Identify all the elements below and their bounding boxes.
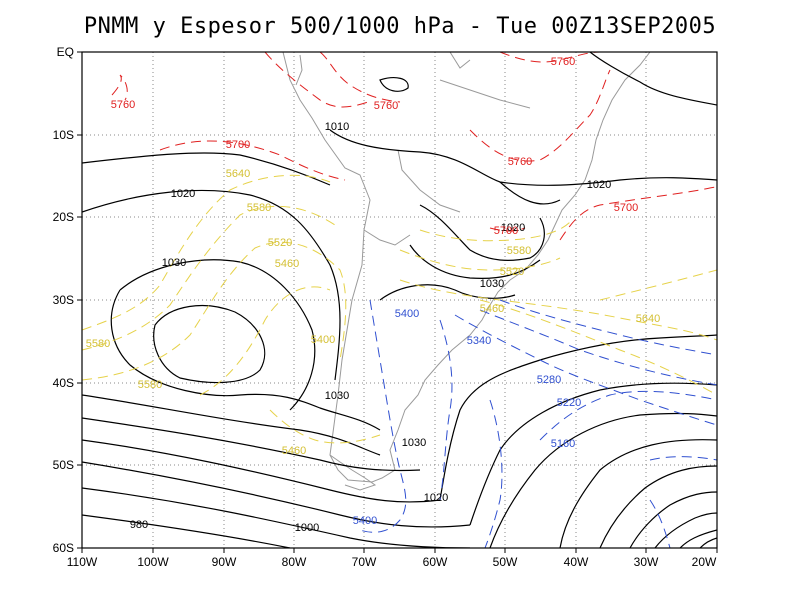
isobar-label: 1020 (501, 222, 525, 234)
thickness-label: 5520 (268, 237, 292, 249)
grid (82, 52, 717, 548)
thickness-label: 5700 (494, 225, 518, 237)
lon-label: 80W (282, 555, 307, 569)
isobar-label: 1030 (402, 437, 426, 449)
thickness-label: 5220 (557, 397, 581, 409)
coastline (282, 52, 651, 491)
lat-label: 10S (53, 128, 74, 142)
isobar-labels: 1010 1020 1020 1020 1030 1030 1030 1030 … (130, 121, 611, 534)
isobars (82, 52, 717, 548)
lon-label: 20W (692, 555, 717, 569)
thickness-label: 5460 (275, 258, 299, 270)
thickness-label: 5700 (226, 139, 250, 151)
latitude-labels: EQ 10S 20S 30S 40S 50S 60S (53, 45, 74, 555)
map-title: PNMM y Espesor 500/1000 hPa - Tue 00Z13S… (83, 14, 717, 39)
lon-label: 40W (564, 555, 589, 569)
lon-label: 90W (212, 555, 237, 569)
thickness-label: 5640 (636, 313, 660, 325)
lon-label: 100W (137, 555, 169, 569)
lon-label: 110W (67, 555, 98, 569)
tick-marks (77, 51, 718, 553)
thickness-label: 5580 (86, 338, 110, 350)
isobar-label: 980 (130, 519, 148, 531)
thickness-label: 5460 (282, 445, 306, 457)
lon-label: 30W (634, 555, 659, 569)
isobar-label: 1030 (325, 390, 349, 402)
isobar-label: 1020 (424, 492, 448, 504)
thickness-labels-yellow: 5640 5580 5520 5460 5580 5520 5580 5640 … (86, 168, 660, 457)
thickness-label: 5580 (507, 245, 531, 257)
thickness-label: 5340 (467, 335, 491, 347)
isobar-label: 1010 (325, 121, 349, 133)
thickness-label: 5400 (353, 515, 377, 527)
lat-label: EQ (57, 45, 74, 59)
thickness-label: 5160 (551, 438, 575, 450)
lat-label: 30S (53, 293, 74, 307)
thickness-label: 5580 (138, 379, 162, 391)
thickness-contours-yellow (82, 174, 717, 444)
thickness-label: 5460 (480, 303, 504, 315)
thickness-contours-blue (359, 299, 717, 548)
thickness-label: 5700 (614, 202, 638, 214)
thickness-label: 5760 (374, 100, 398, 112)
lon-label: 50W (493, 555, 518, 569)
thickness-labels-red: 5760 5760 5760 5700 5760 5700 5700 (111, 56, 638, 237)
thickness-label: 5760 (111, 99, 135, 111)
lat-label: 40S (53, 376, 74, 390)
isobar-label: 1000 (295, 522, 319, 534)
thickness-label: 5760 (551, 56, 575, 68)
thickness-label: 5580 (247, 202, 271, 214)
isobar-label: 1020 (171, 188, 195, 200)
lon-label: 60W (423, 555, 448, 569)
thickness-label: 5520 (500, 266, 524, 278)
thickness-label: 5280 (537, 374, 561, 386)
thickness-label: 5640 (226, 168, 250, 180)
plot-frame (81, 51, 718, 549)
longitude-labels: 110W 100W 90W 80W 70W 60W 50W 40W 30W 20… (67, 555, 717, 569)
isobar-label: 1030 (162, 257, 186, 269)
thickness-labels-blue: 5400 5340 5280 5220 5160 5400 (353, 308, 581, 527)
thickness-contours-red (111, 52, 717, 241)
isobar-label: 1030 (480, 278, 504, 290)
lat-label: 20S (53, 210, 74, 224)
isobar-label: 1020 (587, 179, 611, 191)
lat-label: 50S (53, 458, 74, 472)
lon-label: 70W (352, 555, 377, 569)
thickness-label: 5400 (395, 308, 419, 320)
lat-label: 60S (53, 541, 74, 555)
thickness-label: 5400 (311, 334, 335, 346)
thickness-label: 5760 (508, 156, 532, 168)
